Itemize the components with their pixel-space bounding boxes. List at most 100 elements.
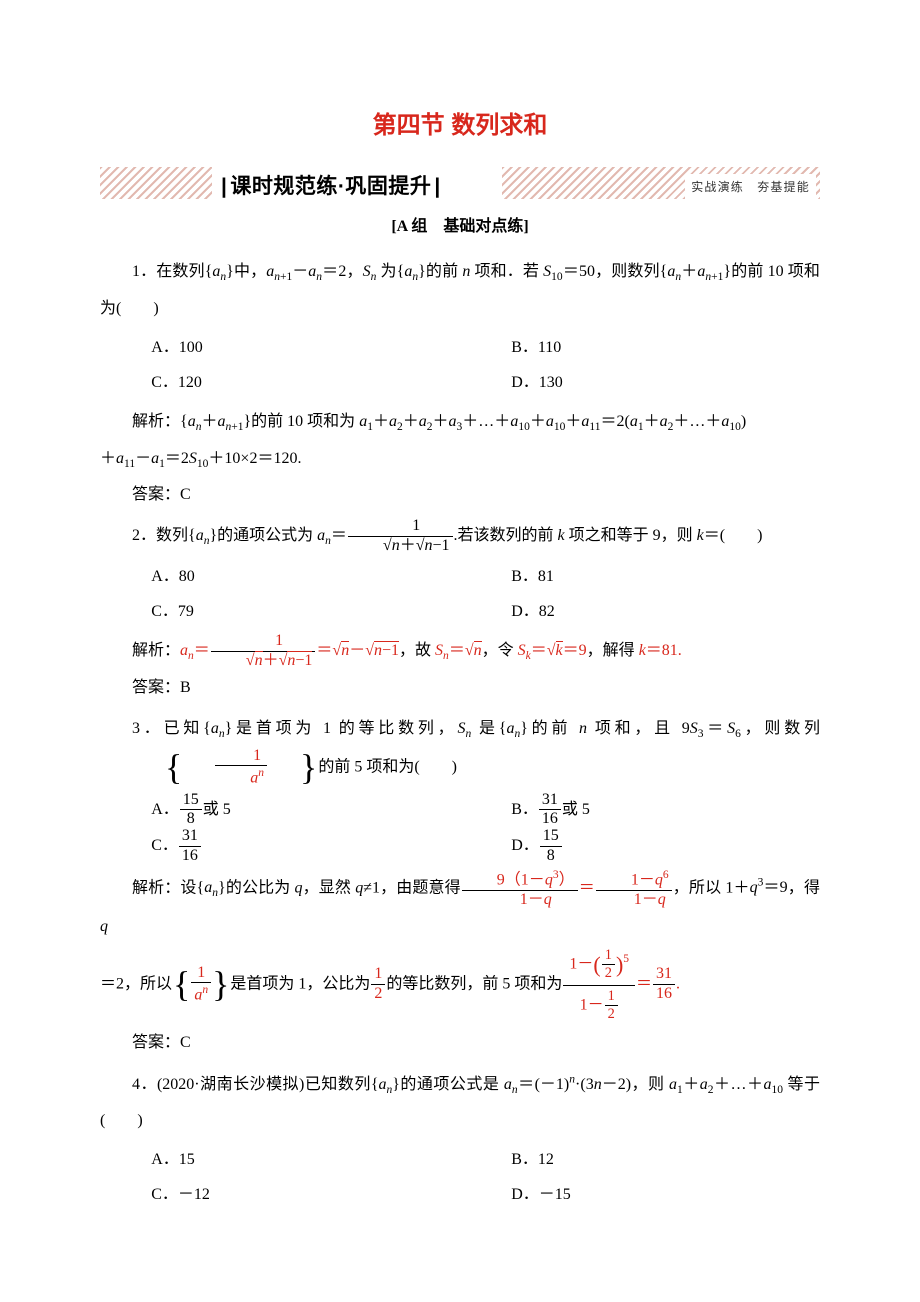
question-2: 2．数列{an}的通项公式为 an＝1√n＋√n−1.若该数列的前 k 项之和等… [100,518,820,705]
q3-brace2-num: 1 [191,965,211,984]
q3-opt-d: D．158 [460,828,820,865]
q2-sol-sn: Sn＝√n [435,641,482,659]
q1-an2: an [404,263,418,280]
q3-opt-c: C．3116 [100,828,460,865]
q3-opt-b-den: 16 [539,810,561,828]
q2-text: 项之和等于 9，则 [565,527,697,544]
page-title: 第四节 数列求和 [100,100,820,153]
q3-half-num: 1 [371,966,385,985]
q1-sol-expr1: an＋an+1 [188,413,244,430]
q3-opt-d-pre: D． [511,837,539,854]
q1-sol-expr2: a1＋a2＋a2＋a3＋…＋a10＋a10＋a11＝2(a1＋a2＋…＋a10) [359,413,746,430]
q3-opt-a-den: 8 [180,810,202,828]
q2-frac: 1√n＋√n−1 [348,518,453,555]
banner-bar-right: | [431,175,443,198]
q2-text: .若该数列的前 [454,527,558,544]
q3-half-den: 2 [371,985,385,1003]
q3-sn: Sn [457,720,471,737]
q1-s10: S10＝50 [543,263,595,280]
q4-text: 4．(2020·湖南长沙模拟)已知数列{ [132,1076,379,1093]
q3-opt-a-suf: 或 5 [203,801,231,818]
q4-opt-c: C．－12 [100,1177,460,1212]
q3-text: 3．已知{ [132,720,211,737]
q3-text: ，则数列 [741,720,820,737]
q3-sol-frac1-den: 1－q [462,891,578,909]
q3-sol2-pre: ＝2 [100,975,124,992]
q3-sol-frac1-num: 9（1－q3） [462,869,578,891]
left-brace-icon: { [173,974,190,994]
q3-big-inner-den: 2 [602,965,615,981]
q3-res-num: 31 [653,966,675,985]
q1-sn: Sn [363,263,377,280]
q3-sol-text: 是首项为 1，公比为 [230,975,370,992]
q2-text: }的通项公式为 [209,527,317,544]
q1-an: an [212,263,226,280]
q3-big-pow: 5 [623,953,629,965]
q4-options: A．15 B．12 C．－12 D．－15 [100,1142,820,1212]
q3-big-inner-num: 1 [602,948,615,965]
q3-opt-d-den: 8 [540,847,562,865]
q1-options: A．100 B．110 C．120 D．130 [100,330,820,400]
q3-n: n [579,720,587,737]
q2-opt-b: B．81 [460,559,820,594]
q2-frac-num: 1 [348,518,453,537]
q3-sol-text: ，所以 1＋ [673,879,750,896]
q2-options: A．80 B．81 C．79 D．82 [100,559,820,629]
q3-solution: 解析：设{an}的公比为 q，显然 q≠1，由题意得9（1－q3）1－q＝1－q… [100,869,820,944]
q1-text: ，则数列{ [595,263,667,280]
q2-sol-text: ，解得 [587,642,639,659]
q3-text: }的前 [520,720,579,737]
q1-text: 1．在数列{ [132,263,212,280]
banner-sub: 实战演练 夯基提能 [685,174,816,200]
q1-text: }的前 [418,263,462,280]
q3-stem: 3．已知{an}是首项为 1 的等比数列，Sn 是{an}的前 n 项和，且 9… [100,711,820,787]
q3-text: 项和，且 9 [587,720,690,737]
q3-options: A．158或 5 B．3116或 5 C．3116 D．158 [100,792,820,865]
q3-sol-text: ，所以 [124,975,172,992]
q2-keq: k＝ [697,527,720,544]
q1-answer: 答案：C [100,477,820,512]
q3-big-den-num: 1 [605,989,618,1006]
q3-qeq2: q [100,918,108,935]
q3-half: 12 [371,966,385,1003]
q2-stem: 2．数列{an}的通项公式为 an＝1√n＋√n−1.若该数列的前 k 项之和等… [100,518,820,555]
q2-opt-a: A．80 [100,559,460,594]
q3-opt-d-num: 15 [540,828,562,847]
q4-sum: a1＋a2＋…＋a10 [669,1076,783,1093]
q4-text: }的通项公式是 [392,1076,504,1093]
q2-frac-den: √n＋√n−1 [348,537,453,555]
q3-opt-c-pre: C． [151,837,178,854]
q3-big-den-den: 2 [605,1006,618,1022]
q2-solution: 解析：an＝1√n＋√n−1＝√n－√n−1，故 Sn＝√n，令 Sk＝√k＝9… [100,633,820,670]
q3-sol-text: ，得 [788,879,820,896]
q2-sol-text: ，故 [399,642,435,659]
q3-opt-a-num: 15 [180,792,202,811]
q3-opt-b-suf: 或 5 [562,801,590,818]
q3-sol-frac2-den: 1－q [596,891,672,909]
q3-bigfrac: 1－(12)5 1－12 [563,944,635,1026]
q3-sol-text: ，显然 [303,879,356,896]
right-brace-icon: } [212,974,229,994]
q2-sol-frac-den: √n＋√n−1 [211,652,316,670]
q1-stem: 1．在数列{an}中，an+1－an＝2，Sn 为{an}的前 n 项和．若 S… [100,254,820,326]
q1-anp: an＋an+1 [667,263,723,280]
q3-bigfrac-den: 1－12 [563,986,635,1025]
q3-qne1: q≠1 [355,879,380,896]
q3-text: }是首项为 1 的等比数列， [225,720,458,737]
q1-opt-d: D．130 [460,365,820,400]
q2-opt-c: C．79 [100,594,460,629]
q2-sol-res: k＝81. [639,642,682,659]
q3-s3s6: S3＝S6 [690,720,741,737]
section-banner: |课时规范练·巩固提升| 实战演练 夯基提能 [100,167,820,199]
q2-k: k [558,527,565,544]
q3-sol-text: 的等比数列，前 5 项和为 [386,975,562,992]
q3-sol-an: an [204,879,218,896]
q3-an2: an [506,720,520,737]
q1-opt-c: C．120 [100,365,460,400]
q3-brace-seq: {1an} [100,748,318,788]
q2-sol-text: 解析： [132,642,180,659]
q1-opt-a: A．100 [100,330,460,365]
q1-sol-text: 解析：{ [132,413,188,430]
q3-text: 的前 5 项和为( ) [318,758,457,775]
q4-opt-b: B．12 [460,1142,820,1177]
